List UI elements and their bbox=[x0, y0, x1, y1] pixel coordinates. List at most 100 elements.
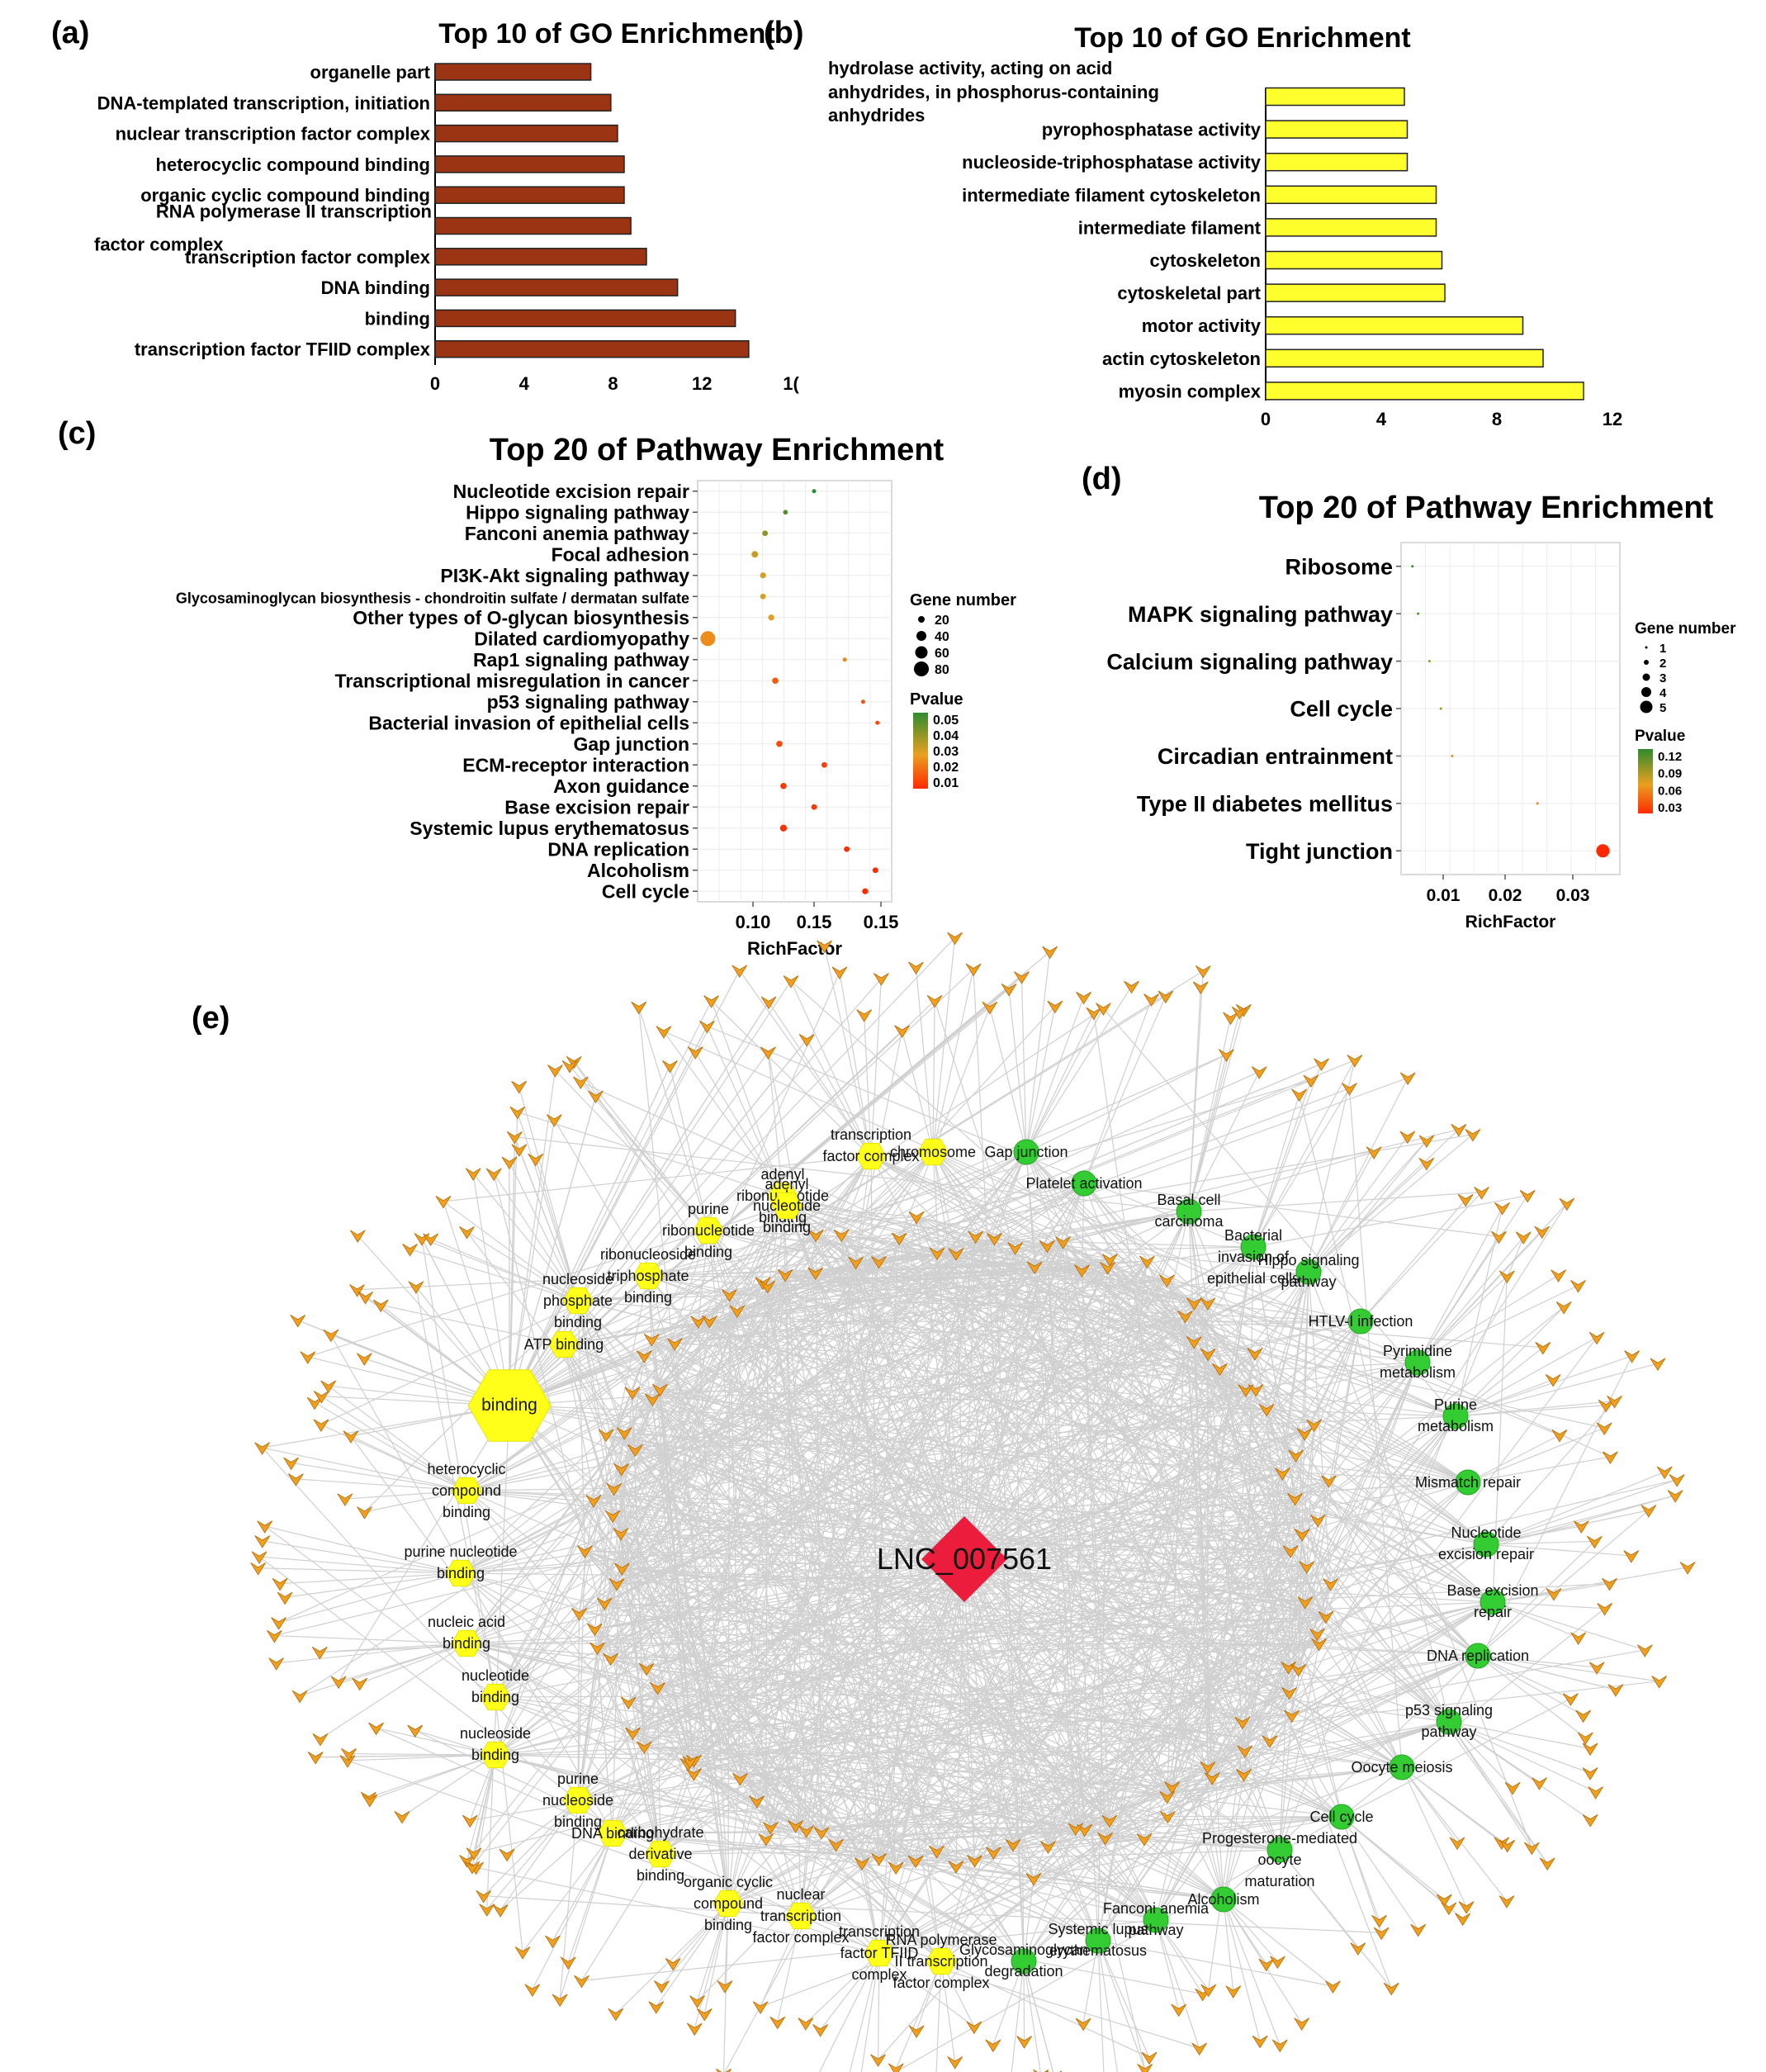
pathway-node bbox=[1442, 1403, 1469, 1430]
go-node bbox=[562, 1287, 594, 1315]
target-node bbox=[545, 1935, 561, 1949]
edge bbox=[1063, 1241, 1487, 1545]
target-node bbox=[287, 1473, 304, 1486]
edge bbox=[1155, 1919, 1210, 1990]
bar bbox=[1265, 120, 1409, 139]
edge bbox=[1223, 1455, 1297, 1900]
target-node bbox=[511, 1080, 527, 1094]
go-node-label: adenyl nucleotide binding bbox=[753, 1176, 821, 1235]
pathway-node-label: Basal cell carcinoma bbox=[1154, 1192, 1224, 1230]
edge bbox=[610, 1558, 965, 1659]
pathway-node-label: p53 signaling pathway bbox=[1405, 1702, 1493, 1740]
edge bbox=[1417, 1207, 1503, 1363]
category-label: heterocyclic compound binding bbox=[156, 154, 430, 175]
edge bbox=[466, 1643, 975, 2027]
target-node bbox=[1068, 1823, 1084, 1836]
size-legend-dot bbox=[1641, 687, 1651, 697]
edge bbox=[815, 1272, 1099, 1942]
edge bbox=[628, 1615, 1326, 1703]
edge bbox=[1083, 1183, 1392, 1989]
target-node bbox=[1186, 1297, 1202, 1311]
go-node-label: transcription factor TFIID complex bbox=[839, 1923, 920, 1983]
target-node bbox=[1159, 1790, 1176, 1804]
edge bbox=[765, 1838, 1025, 1962]
edge bbox=[509, 1136, 515, 1406]
x-tick-label: 0.03 bbox=[1556, 886, 1590, 905]
x-tick-label: 0 bbox=[430, 373, 440, 394]
edge bbox=[563, 1054, 1227, 1345]
target-node bbox=[1436, 1894, 1452, 1908]
edge bbox=[632, 1392, 1469, 1483]
target-node bbox=[1597, 1603, 1612, 1616]
edge bbox=[1193, 1302, 1403, 1768]
edge bbox=[1242, 1362, 1418, 1723]
edge bbox=[1308, 1140, 1427, 1273]
edge bbox=[1075, 1498, 1296, 1829]
target-node bbox=[948, 1861, 964, 1874]
edge bbox=[486, 1799, 579, 1910]
edge bbox=[932, 1151, 1146, 2070]
bar bbox=[1265, 250, 1443, 270]
edge bbox=[864, 1014, 872, 1157]
data-point bbox=[772, 677, 779, 685]
target-node bbox=[1603, 1451, 1618, 1465]
edge bbox=[577, 1355, 645, 1801]
edge bbox=[621, 1468, 1342, 1818]
edge bbox=[264, 1525, 496, 1698]
data-point bbox=[762, 530, 769, 537]
edge bbox=[790, 980, 872, 1157]
target-node bbox=[546, 1114, 562, 1127]
target-node bbox=[254, 1442, 270, 1455]
pathway-node-label: Progesterone-mediated oocyte maturation bbox=[1202, 1830, 1357, 1889]
edge bbox=[932, 1151, 1291, 1552]
edge bbox=[1083, 1183, 1257, 1391]
target-node bbox=[485, 1168, 502, 1182]
target-node bbox=[749, 1795, 765, 1809]
edge bbox=[460, 1389, 1247, 1574]
edge bbox=[1308, 1271, 1332, 1584]
bar bbox=[1265, 348, 1544, 368]
target-node bbox=[300, 1351, 316, 1364]
edge bbox=[1417, 1285, 1579, 1363]
go-node bbox=[451, 1629, 482, 1657]
pathway-node bbox=[1176, 1198, 1202, 1225]
edge bbox=[1023, 1740, 1271, 1962]
edge bbox=[1172, 1721, 1450, 1788]
edge bbox=[1023, 1878, 1035, 1962]
edge bbox=[495, 1320, 699, 1698]
size-legend-label: 1 bbox=[1659, 642, 1666, 656]
edge bbox=[553, 1119, 649, 1277]
target-node bbox=[1588, 1786, 1603, 1799]
edge bbox=[320, 1601, 1494, 1653]
category-label: Alcoholism bbox=[587, 860, 689, 881]
edge bbox=[466, 1643, 1172, 1788]
color-legend-label: 0.06 bbox=[1658, 784, 1682, 798]
target-node bbox=[1007, 1242, 1023, 1255]
target-node bbox=[888, 2063, 904, 2072]
category-label: Calcium signaling pathway bbox=[1106, 649, 1393, 674]
edge bbox=[1485, 1471, 1665, 1545]
category-label: Focal adhesion bbox=[552, 544, 689, 566]
edge bbox=[1244, 1750, 1281, 1851]
target-node bbox=[1399, 1131, 1416, 1144]
target-node bbox=[352, 1677, 368, 1691]
target-node bbox=[339, 1755, 356, 1768]
target-node bbox=[408, 1281, 424, 1294]
edge bbox=[1254, 1353, 1487, 1545]
target-node bbox=[1587, 1535, 1603, 1549]
edge bbox=[1242, 1721, 1403, 1768]
target-node bbox=[662, 1060, 678, 1074]
edge bbox=[1252, 1195, 1528, 1248]
edge bbox=[1102, 1008, 1456, 1417]
target-node bbox=[1559, 1197, 1575, 1211]
target-node bbox=[349, 1284, 365, 1297]
data-point bbox=[1417, 612, 1420, 615]
edge bbox=[1015, 1247, 1025, 1962]
edge bbox=[878, 1211, 1190, 1859]
edge bbox=[299, 1183, 1085, 1696]
go-node bbox=[632, 1262, 664, 1290]
data-point bbox=[812, 489, 817, 494]
edge bbox=[1467, 1434, 1560, 1483]
target-node bbox=[620, 1696, 637, 1710]
category-label: Tight junction bbox=[1246, 839, 1393, 864]
